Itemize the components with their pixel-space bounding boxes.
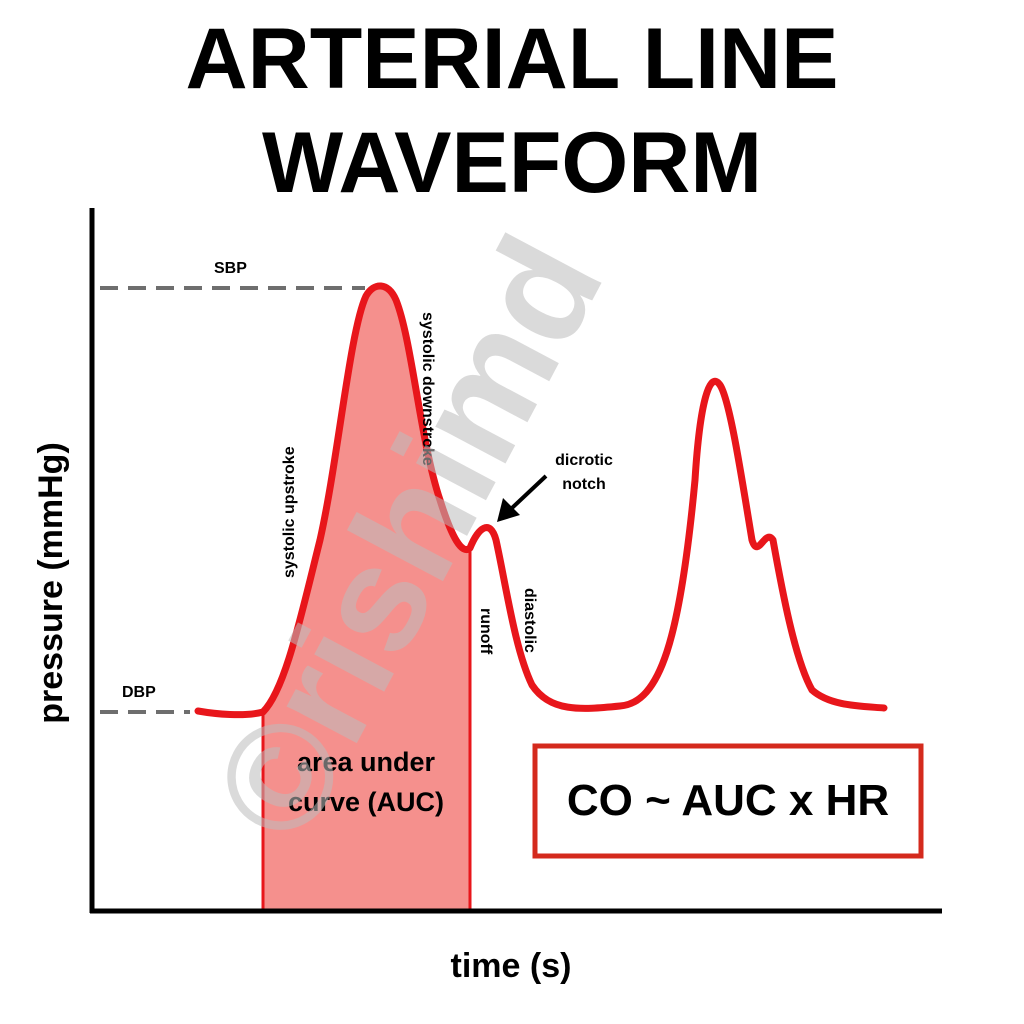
title-line-1: ARTERIAL LINE (186, 11, 839, 107)
systolic-upstroke-label: systolic upstroke (281, 446, 298, 578)
dicrotic-notch-arrow (510, 474, 548, 510)
y-axis-label: pressure (mmHg) (32, 442, 70, 724)
sbp-label: SBP (214, 260, 247, 277)
arterial-waveform (194, 282, 888, 719)
diastolic-label: diastolic (521, 588, 538, 653)
dicrotic-notch-label-line2: notch (562, 476, 606, 493)
auc-label-line1: area under (297, 747, 436, 777)
systolic-downstroke-label: systolic downstroke (419, 312, 436, 466)
x-axis-label: time (s) (451, 947, 572, 985)
formula-box (532, 743, 924, 859)
dicrotic-notch-label-line1: dicrotic (555, 452, 613, 469)
auc-label-line2: curve (AUC) (288, 787, 444, 817)
title-line-2: WAVEFORM (262, 115, 762, 211)
dicrotic-notch-arrowhead (497, 498, 520, 522)
dbp-label: DBP (122, 684, 156, 701)
formula-text: CO ~ AUC x HR (567, 776, 889, 825)
auc-shaded-area (263, 285, 470, 910)
runoff-label: runoff (477, 608, 494, 655)
